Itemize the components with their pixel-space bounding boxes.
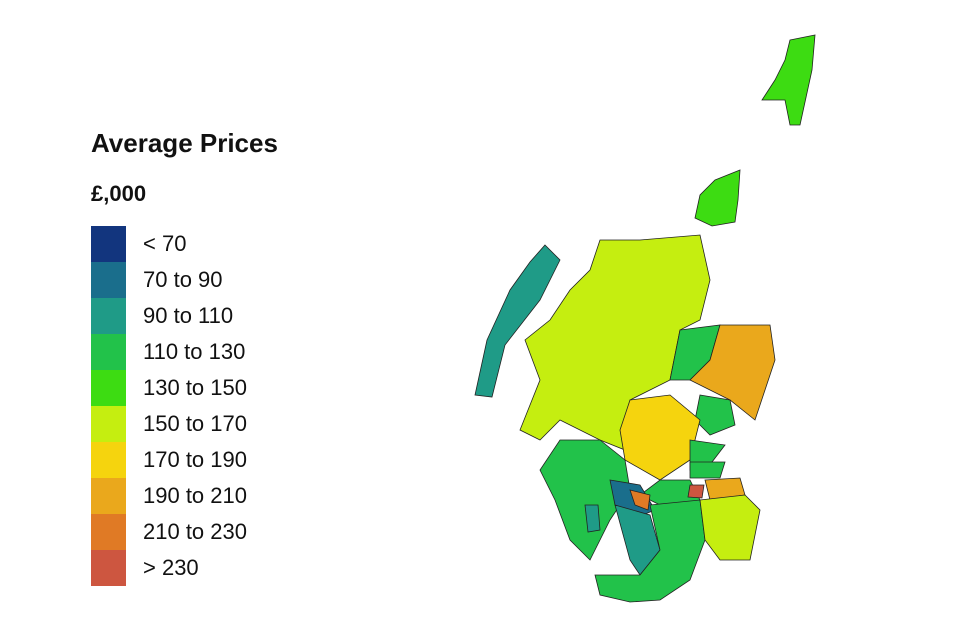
legend-item: 110 to 130 [91,334,247,370]
edinburgh [687,484,705,499]
shetland [761,34,816,126]
arran [584,504,601,533]
fife [689,461,726,479]
legend-item: 70 to 90 [91,262,247,298]
legend-swatch [91,370,126,406]
east-renfrewshire [629,489,651,511]
legend-label: 170 to 190 [143,447,247,472]
legend-label: 210 to 230 [143,519,247,544]
legend-label: < 70 [143,231,187,256]
legend-item: > 230 [91,550,247,586]
perth [619,394,701,481]
legend-item: 170 to 190 [91,442,247,478]
legend-unit: £,000 [91,181,147,206]
legend-item: 150 to 170 [91,406,247,442]
legend-label: > 230 [143,555,199,580]
aberdeenshire [689,324,776,421]
legend-label: 130 to 150 [143,375,247,400]
legend-item: 210 to 230 [91,514,247,550]
legend-label: 190 to 210 [143,483,247,508]
legend-swatch [91,478,126,514]
western-isles [474,244,561,398]
legend-item: 130 to 150 [91,370,247,406]
legend-swatch [91,442,126,478]
legend: < 70 70 to 90 90 to 110 110 to 130 130 to 15… [91,226,247,586]
legend-swatch [91,262,126,298]
legend-swatch [91,334,126,370]
aberdeen-area [694,394,736,436]
legend-label: 150 to 170 [143,411,247,436]
legend-label: 70 to 90 [143,267,223,292]
legend-swatch [91,550,126,586]
legend-swatch [91,298,126,334]
argyll [539,439,631,561]
borders [699,494,761,561]
legend-label: 110 to 130 [143,339,246,364]
legend-swatch [91,226,126,262]
legend-swatch [91,514,126,550]
legend-title: Average Prices [91,128,278,158]
legend-item: < 70 [91,226,247,262]
legend-item: 190 to 210 [91,478,247,514]
legend-label: 90 to 110 [143,303,234,328]
legend-item: 90 to 110 [91,298,247,334]
legend-swatch [91,406,126,442]
orkney [694,169,741,227]
